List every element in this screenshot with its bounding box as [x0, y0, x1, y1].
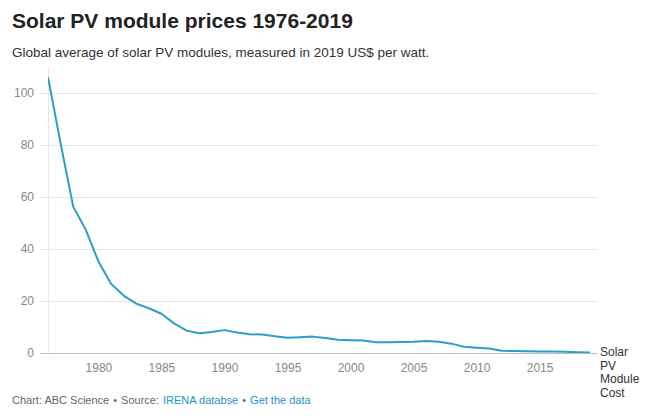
series-label-line: Module [600, 372, 640, 386]
subtitle: Global average of solar PV modules, meas… [12, 45, 429, 60]
y-axis-line [48, 68, 49, 354]
series-label-line: Solar [600, 345, 628, 359]
y-tick-label: 80 [21, 138, 35, 152]
grid-line [40, 93, 598, 94]
x-tick-label: 1995 [275, 361, 302, 375]
x-tick: 1985 [149, 353, 176, 375]
x-tick-label: 2000 [338, 361, 365, 375]
grid-line [40, 145, 598, 146]
series-label-line: PV [600, 359, 616, 373]
x-tick-label: 1985 [149, 361, 176, 375]
x-tick-label: 1980 [86, 361, 113, 375]
y-tick: 20 [21, 294, 48, 308]
x-tick: 2000 [338, 353, 365, 375]
grid-line [40, 197, 598, 198]
grid-line [40, 301, 598, 302]
credit: Chart: ABC Science [12, 394, 109, 406]
y-tick-label: 40 [21, 242, 35, 256]
series-line [48, 77, 590, 352]
y-tick-label: 0 [27, 346, 34, 360]
source-link[interactable]: IRENA databse [163, 394, 238, 406]
x-tick: 1995 [275, 353, 302, 375]
y-tick-label: 100 [14, 86, 34, 100]
x-tick: 1980 [86, 353, 113, 375]
y-tick-label: 20 [21, 294, 35, 308]
x-axis: 1980 1985 1990 1995 2000 2005 2010 2015 [49, 353, 591, 375]
chart: Solar PV module prices 1976-2019 Global a… [0, 0, 658, 416]
y-tick: 80 [21, 138, 48, 152]
x-tick: 2010 [464, 353, 491, 375]
y-tick: 60 [21, 190, 48, 204]
y-tick-label: 60 [21, 190, 35, 204]
separator: • [113, 394, 117, 406]
x-tick-label: 2005 [401, 361, 428, 375]
grid [40, 93, 598, 353]
footer: Chart: ABC Science • Source: IRENA databse •… [12, 394, 312, 406]
x-tick-label: 2010 [464, 361, 491, 375]
title: Solar PV module prices 1976-2019 [12, 9, 353, 32]
y-tick: 100 [14, 86, 48, 100]
y-tick: 0 [27, 346, 48, 360]
grid-line [40, 353, 598, 354]
x-tick: 2015 [527, 353, 554, 375]
x-tick: 2005 [401, 353, 428, 375]
series-label-line: Cost [600, 386, 625, 400]
source-label: Source: [121, 394, 159, 406]
series-label: SolarPVModuleCost [600, 345, 640, 400]
x-tick-label: 2015 [527, 361, 554, 375]
plot [48, 77, 590, 352]
grid-line [40, 249, 598, 250]
x-axis-line [49, 353, 591, 354]
x-tick: 1990 [212, 353, 239, 375]
x-tick-label: 1990 [212, 361, 239, 375]
separator: • [242, 394, 246, 406]
y-axis: 0 20 40 60 80 100 [14, 68, 49, 361]
data-link[interactable]: Get the data [250, 394, 311, 406]
y-tick: 40 [21, 242, 48, 256]
